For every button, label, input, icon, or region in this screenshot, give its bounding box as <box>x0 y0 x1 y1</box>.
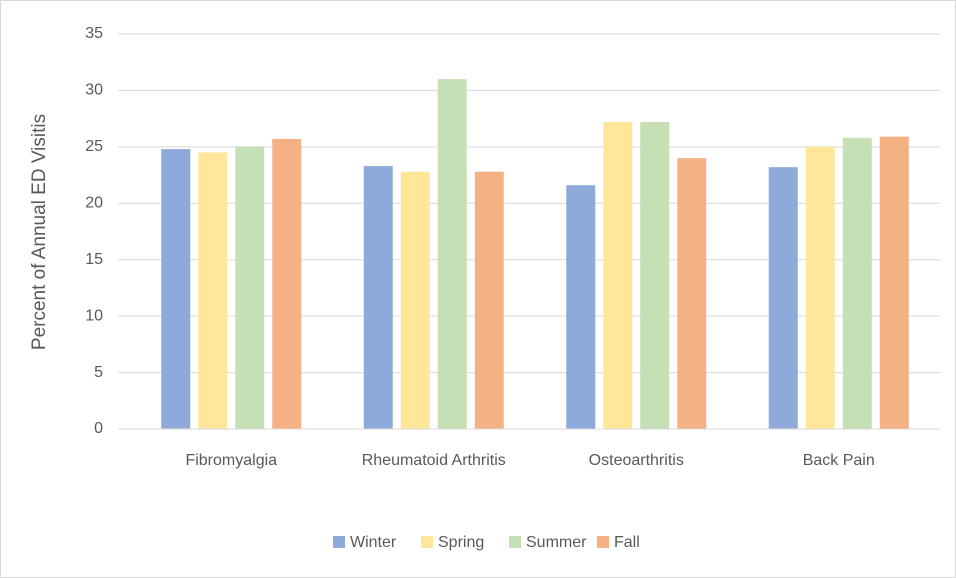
legend-label: Spring <box>438 534 484 551</box>
y-tick-label: 0 <box>94 420 103 437</box>
y-axis-title: Percent of Annual ED Visitis <box>29 114 50 350</box>
legend-label: Winter <box>350 534 397 551</box>
bar <box>400 171 430 429</box>
bar <box>566 185 596 429</box>
bar <box>603 122 633 430</box>
y-tick-label: 15 <box>85 251 103 268</box>
bar <box>640 122 670 430</box>
bar <box>363 166 393 430</box>
legend-swatch <box>509 536 521 548</box>
y-tick-label: 30 <box>85 82 103 99</box>
bar <box>161 149 191 429</box>
y-tick-label: 25 <box>85 138 103 155</box>
bar <box>842 137 872 430</box>
y-tick-label: 35 <box>85 25 103 42</box>
legend-swatch <box>421 536 433 548</box>
legend-label: Fall <box>614 534 640 551</box>
x-tick-label: Osteoarthritis <box>588 452 684 469</box>
x-tick-label: Back Pain <box>802 452 875 469</box>
legend-swatch <box>333 536 345 548</box>
bar <box>198 152 228 429</box>
x-tick-label: Rheumatoid Arthritis <box>361 452 506 469</box>
bar <box>474 171 504 429</box>
y-tick-label: 10 <box>85 307 103 324</box>
legend-label: Summer <box>526 534 587 551</box>
bar <box>879 136 909 429</box>
y-tick-label: 5 <box>94 364 103 381</box>
bar <box>677 158 707 429</box>
y-tick-label: 20 <box>85 195 103 212</box>
bar <box>437 79 467 430</box>
bar <box>805 146 835 429</box>
bar <box>235 146 265 429</box>
bar <box>768 167 798 429</box>
legend-swatch <box>597 536 609 548</box>
x-tick-label: Fibromyalgia <box>185 452 278 469</box>
bar <box>272 138 302 429</box>
